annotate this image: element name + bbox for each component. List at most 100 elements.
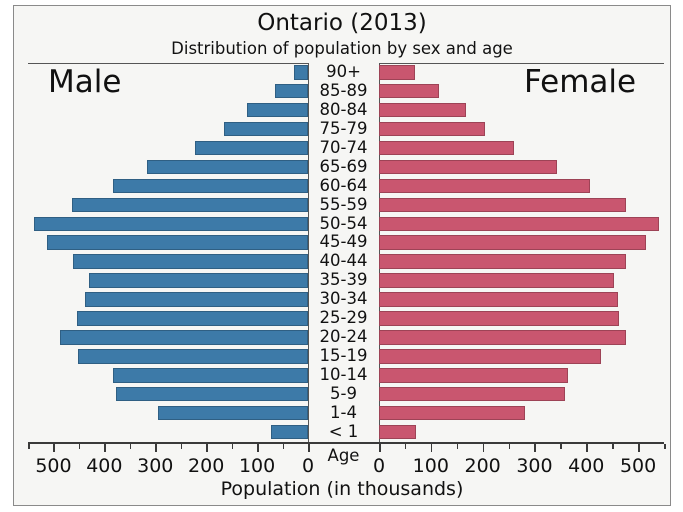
axis-tick — [664, 444, 666, 449]
female-bar — [379, 216, 659, 231]
chart-figure: Ontario (2013) Distribution of populatio… — [13, 5, 671, 506]
axis-tick — [638, 444, 640, 452]
female-bar-cell — [379, 177, 664, 196]
age-tick-label: 85-89 — [319, 80, 368, 100]
female-bar — [379, 121, 486, 137]
male-bar-cell — [28, 139, 308, 158]
axis-tick — [28, 444, 30, 449]
male-bar — [59, 330, 308, 345]
male-bar — [113, 368, 308, 383]
axis-tick — [482, 444, 485, 452]
axis-tick — [231, 444, 234, 449]
male-bar-cell — [28, 158, 308, 177]
male-bar-cell — [28, 404, 308, 423]
pyramid-row: 30-34 — [28, 289, 664, 309]
axis-tick — [78, 444, 81, 449]
age-tick-label: 90+ — [326, 62, 361, 81]
age-axis-label: Age — [327, 446, 360, 465]
chart-title: Ontario (2013) — [257, 10, 427, 36]
pyramid-row: 70-74 — [28, 137, 664, 158]
male-group-label: Male — [48, 64, 122, 100]
male-bar — [113, 178, 308, 194]
female-bar-cell — [379, 233, 664, 252]
axis-tick — [379, 444, 381, 452]
female-group-label: Female — [524, 64, 637, 100]
female-bar — [379, 368, 568, 383]
axis-tick — [155, 444, 157, 452]
x-tick-label: 300 — [137, 455, 174, 477]
pyramid-row: 15-19 — [28, 346, 664, 366]
age-tick-label: 1-4 — [330, 402, 357, 422]
female-bar-cell — [379, 423, 664, 442]
female-bar — [379, 235, 646, 250]
male-bar-cell — [28, 347, 308, 366]
female-bar-cell — [379, 290, 664, 309]
female-bar-cell — [379, 366, 664, 385]
x-tick-label: 500 — [35, 455, 72, 477]
x-tick-label: 100 — [238, 455, 276, 477]
male-bar — [246, 102, 308, 118]
pyramid-row: 80-84 — [28, 100, 664, 120]
age-column-left-spine — [308, 63, 309, 443]
right-panel-top-spine — [379, 63, 664, 64]
age-tick-label: 45-49 — [319, 232, 368, 252]
pyramid-row: 50-54 — [28, 213, 664, 234]
female-bar — [379, 159, 557, 175]
female-bar — [379, 405, 525, 421]
female-bar — [379, 178, 591, 194]
male-bar-cell — [28, 196, 308, 215]
axis-tick — [180, 444, 183, 449]
male-bar — [158, 405, 308, 421]
male-bar-cell — [28, 101, 308, 120]
age-tick-label: 60-64 — [319, 175, 368, 195]
male-bar — [71, 197, 308, 213]
pyramid-row: 75-79 — [28, 119, 664, 139]
axis-tick — [560, 444, 562, 449]
pyramid-row: 20-24 — [28, 327, 664, 347]
male-bar — [194, 140, 308, 156]
x-tick-label: 100 — [412, 455, 449, 477]
male-bar — [47, 235, 308, 250]
age-tick-label: < 1 — [328, 421, 359, 441]
pyramid-row: 55-59 — [28, 195, 664, 215]
age-tick-label: 25-29 — [319, 308, 368, 328]
pyramid-row: 25-29 — [28, 308, 664, 328]
pyramid-row: 60-64 — [28, 175, 664, 196]
pyramid-row: < 1 — [28, 421, 664, 442]
female-bar — [379, 65, 416, 80]
female-bar — [379, 197, 627, 213]
male-bar — [85, 292, 308, 307]
pyramid-row: 85-89 — [28, 80, 664, 101]
female-bar-cell — [379, 328, 664, 347]
axis-tick — [404, 444, 407, 449]
age-tick-label: 35-39 — [319, 270, 368, 290]
x-tick-label: 400 — [86, 455, 123, 477]
age-tick-label: 15-19 — [319, 346, 368, 366]
male-bar — [77, 349, 308, 364]
female-bar — [379, 292, 619, 307]
axis-tick — [129, 444, 132, 449]
female-bar-cell — [379, 82, 664, 101]
female-bar — [379, 311, 620, 326]
male-bar-cell — [28, 63, 308, 82]
female-bar-cell — [379, 309, 664, 328]
male-bar — [271, 424, 308, 440]
male-bar — [275, 83, 308, 99]
pyramid-row: 40-44 — [28, 251, 664, 271]
female-bar-cell — [379, 139, 664, 158]
female-bar — [379, 140, 514, 156]
x-axis-line — [28, 442, 664, 444]
x-tick-label: 0 — [301, 455, 315, 477]
pyramid-row: 35-39 — [28, 270, 664, 290]
female-bar — [379, 102, 467, 118]
age-tick-label: 50-54 — [319, 213, 368, 233]
axis-tick — [508, 444, 511, 449]
x-tick-label: 200 — [464, 455, 501, 477]
male-bar-cell — [28, 423, 308, 442]
female-bar-cell — [379, 215, 664, 234]
x-tick-label: 400 — [568, 455, 605, 477]
age-tick-label: 70-74 — [319, 137, 368, 157]
age-tick-label: 10-14 — [319, 365, 368, 384]
female-bar-cell — [379, 252, 664, 271]
